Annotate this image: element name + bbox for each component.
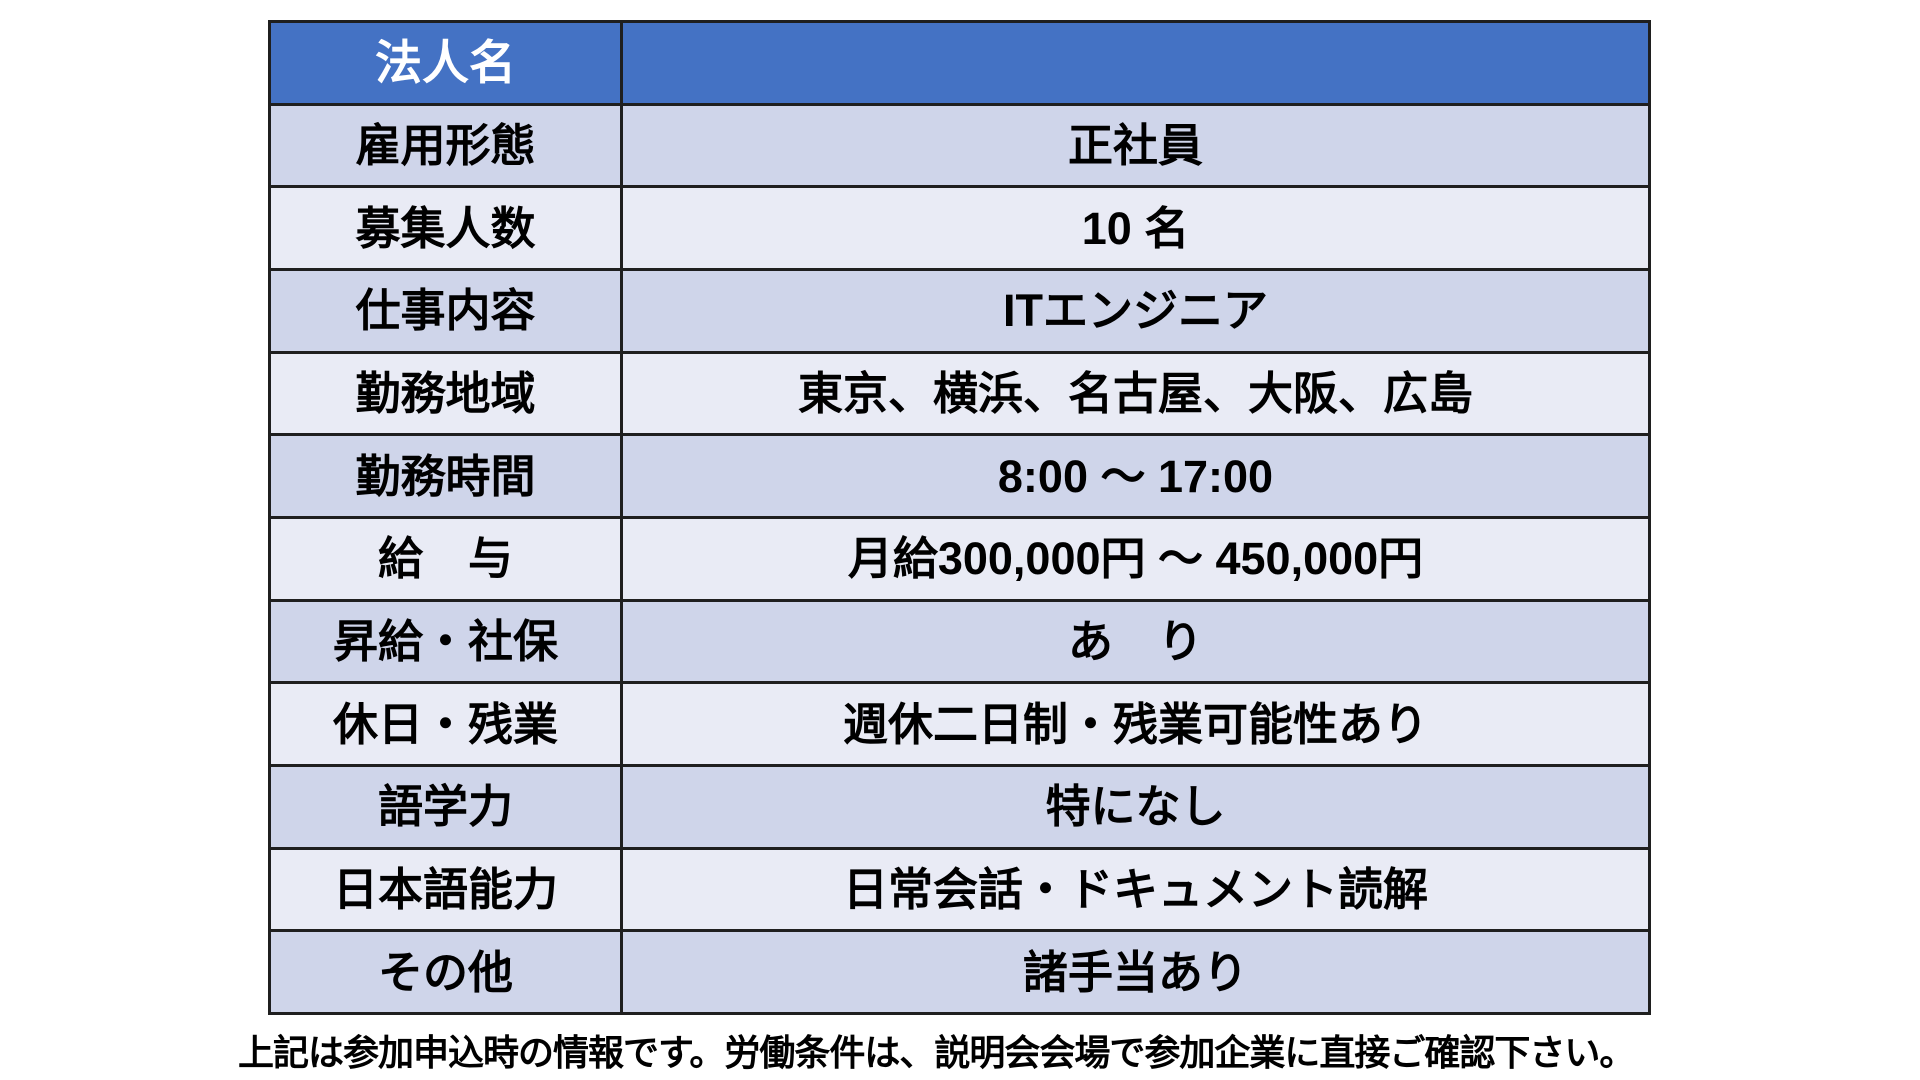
row-value: 特になし — [1045, 781, 1226, 833]
row-work-location: 勤務地域 東京、横浜、名古屋、大阪、広島 — [271, 353, 1648, 437]
row-holidays-overtime: 休日・残業 週休二日制・残業可能性あり — [271, 684, 1648, 768]
row-label: 給 与 — [271, 519, 623, 599]
corporate-name-value — [623, 23, 1648, 103]
row-language-skill: 語学力 特になし — [271, 767, 1648, 850]
row-label: 仕事内容 — [271, 271, 623, 351]
row-label: 昇給・社保 — [271, 601, 623, 682]
row-work-hours: 勤務時間 8:00 ～ 17:00 — [271, 436, 1648, 520]
row-label: 雇用形態 — [271, 105, 623, 186]
row-corporate-name: 法人名 — [271, 23, 1648, 106]
row-raise-social-insurance: 昇給・社保 あ り — [271, 601, 1648, 685]
row-label: 勤務時間 — [271, 436, 623, 517]
row-label: その他 — [271, 932, 623, 1013]
row-value: 10 名 — [1081, 202, 1190, 254]
row-value: 日常会話・ドキュメント読解 — [842, 864, 1428, 916]
row-value: 正社員 — [1067, 120, 1203, 171]
row-value: 月給300,000円 ～ 450,000円 — [847, 533, 1424, 585]
row-label: 日本語能力 — [271, 849, 623, 930]
row-value: あ り — [1067, 616, 1203, 668]
row-japanese-ability: 日本語能力 日常会話・ドキュメント読解 — [271, 849, 1648, 933]
row-label: 勤務地域 — [271, 353, 623, 434]
row-salary: 給 与 月給300,000円 ～ 450,000円 — [271, 519, 1648, 602]
job-info-table: 法人名 雇用形態 正社員 募集人数 10 名 仕事内容 ITエンジニア 勤務地域… — [268, 20, 1651, 1015]
row-value: 東京、横浜、名古屋、大阪、広島 — [797, 368, 1473, 420]
row-value: 8:00 ～ 17:00 — [997, 450, 1274, 502]
row-value: 週休二日制・残業可能性あり — [842, 698, 1428, 750]
row-value: ITエンジニア — [1003, 285, 1268, 337]
footer-note: 上記は参加申込時の情報です。労働条件は、説明会会場で参加企業に直接ご確認下さい。 — [238, 1032, 1635, 1073]
row-other: その他 諸手当あり — [271, 932, 1648, 1013]
row-employment-type: 雇用形態 正社員 — [271, 105, 1648, 189]
row-job-description: 仕事内容 ITエンジニア — [271, 271, 1648, 354]
corporate-name-label: 法人名 — [271, 23, 623, 103]
row-positions-count: 募集人数 10 名 — [271, 188, 1648, 272]
row-value: 諸手当あり — [1022, 946, 1248, 998]
row-label: 休日・残業 — [271, 684, 623, 765]
row-label: 語学力 — [271, 767, 623, 847]
row-label: 募集人数 — [271, 188, 623, 269]
